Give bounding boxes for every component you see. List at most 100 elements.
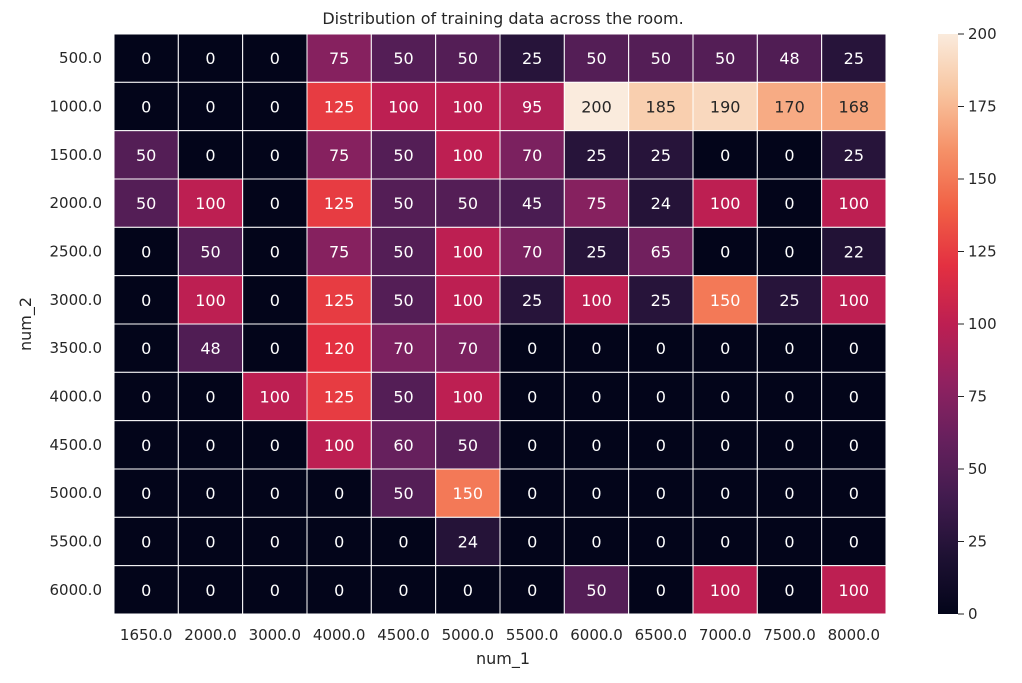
cell-value-label: 0 <box>784 243 794 262</box>
heatmap-cell <box>563 81 630 132</box>
heatmap-cell <box>435 81 501 132</box>
cell-value-label: 0 <box>141 484 151 503</box>
cell-value-label: 0 <box>205 436 215 455</box>
cell-value-label: 50 <box>651 49 671 68</box>
cell-value-label: 0 <box>591 339 601 358</box>
cell-value-label: 100 <box>839 581 870 600</box>
heatmap-cell <box>113 323 179 373</box>
heatmap-cell <box>370 81 437 132</box>
heatmap-cell <box>499 81 565 132</box>
heatmap-cell <box>692 178 758 228</box>
colorbar-tick-label: 175 <box>968 98 997 116</box>
cell-value-label: 0 <box>270 484 280 503</box>
heatmap-cell <box>821 420 887 470</box>
heatmap-cell <box>499 178 565 228</box>
cell-value-label: 0 <box>141 436 151 455</box>
heatmap-cell <box>563 33 630 83</box>
heatmap-cell <box>692 565 758 615</box>
colorbar-tick-label: 50 <box>968 460 987 478</box>
heatmap-cell <box>370 565 437 615</box>
heatmap-cell <box>499 371 565 422</box>
heatmap-cell <box>563 468 630 518</box>
x-tick-label: 2000.0 <box>184 626 237 644</box>
cell-value-label: 0 <box>849 339 859 358</box>
cell-value-label: 25 <box>586 243 606 262</box>
x-tick-label: 1650.0 <box>120 626 173 644</box>
heatmap-cell <box>242 226 308 277</box>
cell-value-label: 22 <box>844 243 864 262</box>
cell-value-label: 0 <box>141 339 151 358</box>
x-tick-label: 6500.0 <box>635 626 688 644</box>
cell-value-label: 0 <box>849 436 859 455</box>
heatmap-cell <box>756 420 823 470</box>
cell-value-label: 0 <box>398 533 408 552</box>
colorbar-tick-label: 200 <box>968 25 997 43</box>
heatmap-cell <box>499 565 565 615</box>
cell-value-label: 24 <box>651 194 671 213</box>
y-tick-label: 2500.0 <box>50 243 103 261</box>
cell-value-label: 0 <box>591 388 601 407</box>
heatmap-cell <box>306 130 372 180</box>
cell-value-label: 0 <box>270 581 280 600</box>
heatmap-cell <box>113 130 179 180</box>
cell-value-label: 100 <box>195 194 226 213</box>
heatmap-cell <box>306 420 372 470</box>
cell-value-label: 0 <box>656 339 666 358</box>
cell-value-label: 125 <box>324 194 355 213</box>
cell-value-label: 100 <box>260 388 291 407</box>
heatmap-cell <box>756 516 823 567</box>
cell-value-label: 0 <box>849 533 859 552</box>
cell-value-label: 0 <box>270 194 280 213</box>
cell-value-label: 0 <box>141 533 151 552</box>
cell-value-label: 0 <box>334 533 344 552</box>
heatmap-cell <box>499 275 565 325</box>
heatmap-cell <box>242 420 308 470</box>
cell-value-label: 100 <box>839 291 870 310</box>
heatmap-cell <box>692 81 758 132</box>
heatmap-cell <box>499 420 565 470</box>
cell-value-label: 75 <box>329 146 349 165</box>
heatmap-cell <box>177 516 244 567</box>
heatmap-cell <box>821 516 887 567</box>
cell-value-label: 0 <box>205 388 215 407</box>
colorbar-ticks: 0 25 50 75 100 125 150 175 200 <box>958 25 997 623</box>
heatmap-cell <box>756 81 823 132</box>
cell-value-label: 0 <box>784 339 794 358</box>
cell-value-label: 0 <box>141 243 151 262</box>
heatmap-cell <box>821 33 887 83</box>
colorbar-tick-label: 150 <box>968 170 997 188</box>
heatmap-cell <box>821 323 887 373</box>
cell-value-label: 125 <box>324 98 355 117</box>
heatmap-cell <box>306 516 372 567</box>
cell-value-label: 75 <box>329 49 349 68</box>
heatmap-cell <box>628 516 694 567</box>
heatmap-cell <box>756 226 823 277</box>
x-tick-label: 5000.0 <box>442 626 495 644</box>
cell-value-label: 0 <box>591 436 601 455</box>
cell-value-label: 70 <box>522 243 542 262</box>
cell-value-label: 0 <box>205 581 215 600</box>
cell-value-label: 0 <box>205 533 215 552</box>
heatmap-cell <box>821 178 887 228</box>
heatmap-cell <box>692 371 758 422</box>
heatmap-cell <box>628 178 694 228</box>
heatmap-cell <box>435 420 501 470</box>
cell-value-label: 70 <box>458 339 478 358</box>
heatmap-cell <box>692 468 758 518</box>
cell-value-label: 50 <box>393 49 413 68</box>
heatmap-cell <box>821 565 887 615</box>
cell-value-label: 50 <box>136 146 156 165</box>
cell-value-label: 120 <box>324 339 355 358</box>
heatmap-cell <box>177 565 244 615</box>
heatmap-cell <box>113 226 179 277</box>
cell-value-label: 50 <box>715 49 735 68</box>
cell-value-label: 125 <box>324 291 355 310</box>
heatmap-cell <box>435 178 501 228</box>
cell-value-label: 0 <box>720 436 730 455</box>
heatmap-cell <box>242 130 308 180</box>
cell-value-label: 100 <box>453 243 484 262</box>
cell-value-label: 0 <box>270 339 280 358</box>
heatmap-cell <box>499 323 565 373</box>
cell-value-label: 0 <box>784 388 794 407</box>
